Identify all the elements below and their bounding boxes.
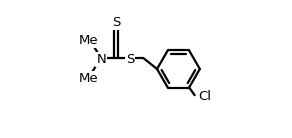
Text: S: S: [126, 53, 134, 66]
Text: S: S: [112, 16, 121, 29]
Text: N: N: [96, 53, 106, 66]
Text: Cl: Cl: [198, 90, 211, 103]
Text: Me: Me: [79, 72, 98, 85]
Text: Me: Me: [79, 34, 98, 47]
